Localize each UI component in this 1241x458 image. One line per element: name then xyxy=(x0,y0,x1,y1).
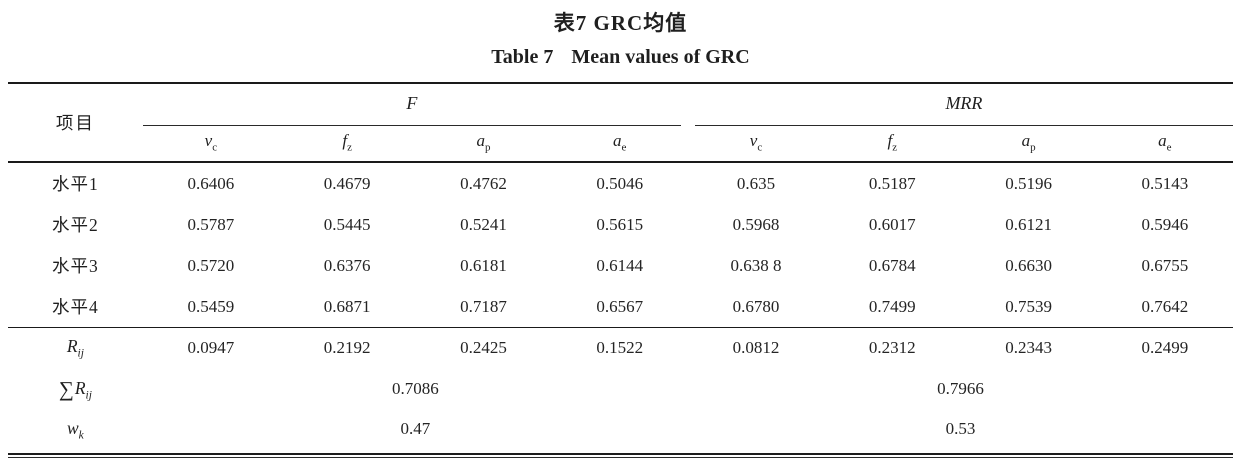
group-header-F: F xyxy=(142,83,688,126)
subcol-header-vc-f: vc xyxy=(142,126,280,164)
sum-symbol: ∑ xyxy=(58,376,74,401)
table-title-en-label: Table 7 xyxy=(491,46,554,68)
row-label: 水平4 xyxy=(8,286,143,329)
cell: 0.2312 xyxy=(868,338,916,358)
cell: 0.5459 xyxy=(142,286,280,329)
cell-sum-mrr: 0.7966 xyxy=(937,379,984,399)
row-label-wk: wk xyxy=(66,417,84,442)
cell: 0.6376 xyxy=(323,255,371,275)
cell: 0.2192 xyxy=(323,338,371,358)
table-row-level1: 水平1 0.6406 0.4679 0.4762 0.5046 0.635 0.… xyxy=(8,162,1233,204)
subcol-header-ae-f: ae xyxy=(551,126,688,164)
subcol-header-ae-mrr: ae xyxy=(1096,126,1233,164)
table-title-en-text: Mean values of GRC xyxy=(571,46,750,68)
table-row-level3: 水平3 0.5720 0.6376 0.6181 0.6144 0.638 8 … xyxy=(8,245,1233,286)
header-subcol-row: vc fz ap ae vc fz ap ae xyxy=(8,126,1233,164)
cell: 0.4762 xyxy=(460,173,507,193)
cell: 0.7499 xyxy=(824,286,961,329)
row-label-rij: Rij xyxy=(66,336,84,360)
cell: 0.6144 xyxy=(596,255,644,275)
cell: 0.6871 xyxy=(279,286,416,329)
cell: 0.7539 xyxy=(960,286,1097,329)
table-title-cn: 表7 GRC均值 xyxy=(553,11,688,35)
cell: 0.6755 xyxy=(1141,255,1189,275)
subcol-header-ap-mrr: ap xyxy=(960,126,1097,164)
cell: 0.5445 xyxy=(323,214,371,234)
table-row-level4: 水平4 0.5459 0.6871 0.7187 0.6567 0.6780 0… xyxy=(8,286,1233,329)
group-header-MRR: MRR xyxy=(688,83,1233,126)
cell: 0.6784 xyxy=(868,255,916,275)
cell: 0.5946 xyxy=(1141,214,1189,234)
table-row-rij: Rij 0.0947 0.2192 0.2425 0.1522 0.0812 0… xyxy=(8,328,1233,368)
cell: 0.2425 xyxy=(460,338,507,358)
table-row-sum-rij: ∑Rij 0.7086 0.7966 xyxy=(8,368,1233,412)
subcol-header-vc-mrr: vc xyxy=(687,126,825,164)
cell: 0.2499 xyxy=(1141,338,1189,358)
cell: 0.5615 xyxy=(596,214,644,234)
cell-wk-f: 0.47 xyxy=(400,419,431,439)
cell: 0.4679 xyxy=(323,173,371,193)
table-bottom-rule xyxy=(8,453,1233,458)
row-label: 水平1 xyxy=(52,174,99,195)
cell: 0.5143 xyxy=(1141,173,1189,193)
table-title-en: Table 7 Mean values of GRC xyxy=(8,46,1233,69)
cell: 0.0812 xyxy=(732,338,780,358)
cell: 0.5720 xyxy=(187,255,235,275)
cell: 0.2343 xyxy=(1005,338,1052,358)
cell: 0.6567 xyxy=(551,286,688,329)
subcol-header-ap-f: ap xyxy=(415,126,552,164)
cell: 0.5187 xyxy=(868,173,916,193)
header-group-row: 项目 F MRR xyxy=(8,83,1233,164)
subcol-header-fz-f: fz xyxy=(279,126,416,164)
item-column-header: 项目 xyxy=(8,83,143,164)
table-row-level2: 水平2 0.5787 0.5445 0.5241 0.5615 0.5968 0… xyxy=(8,204,1233,245)
cell-sum-f: 0.7086 xyxy=(391,379,439,399)
table-row-wk: wk 0.47 0.53 xyxy=(8,412,1233,453)
row-label: 水平2 xyxy=(52,215,99,236)
cell: 0.5196 xyxy=(1005,173,1052,193)
cell: 0.6630 xyxy=(1005,255,1052,275)
cell: 0.7187 xyxy=(415,286,552,329)
cell: 0.7642 xyxy=(1096,286,1233,329)
cell: 0.0947 xyxy=(187,338,235,358)
cell: 0.1522 xyxy=(596,338,644,358)
cell: 0.6181 xyxy=(460,255,507,275)
cell: 0.5968 xyxy=(732,214,780,234)
cell: 0.5787 xyxy=(187,214,235,234)
group-label-MRR: MRR xyxy=(945,93,983,113)
cell: 0.5046 xyxy=(596,173,644,193)
cell: 0.635 xyxy=(736,173,776,193)
row-label: 水平3 xyxy=(52,256,99,277)
cell-wk-mrr: 0.53 xyxy=(945,419,976,439)
cell: 0.6406 xyxy=(187,173,235,193)
cell: 0.6780 xyxy=(687,286,825,329)
cell: 0.638 8 xyxy=(730,255,782,275)
group-label-F: F xyxy=(406,93,418,113)
grc-mean-values-table: 项目 F MRR vc fz ap ae vc fz ap ae 水平1 0.6… xyxy=(8,82,1233,453)
row-label-sum-rij: ∑Rij xyxy=(58,376,92,402)
cell: 0.5241 xyxy=(460,214,507,234)
subcol-header-fz-mrr: fz xyxy=(824,126,961,164)
cell: 0.6017 xyxy=(868,214,916,234)
cell: 0.6121 xyxy=(1005,214,1052,234)
